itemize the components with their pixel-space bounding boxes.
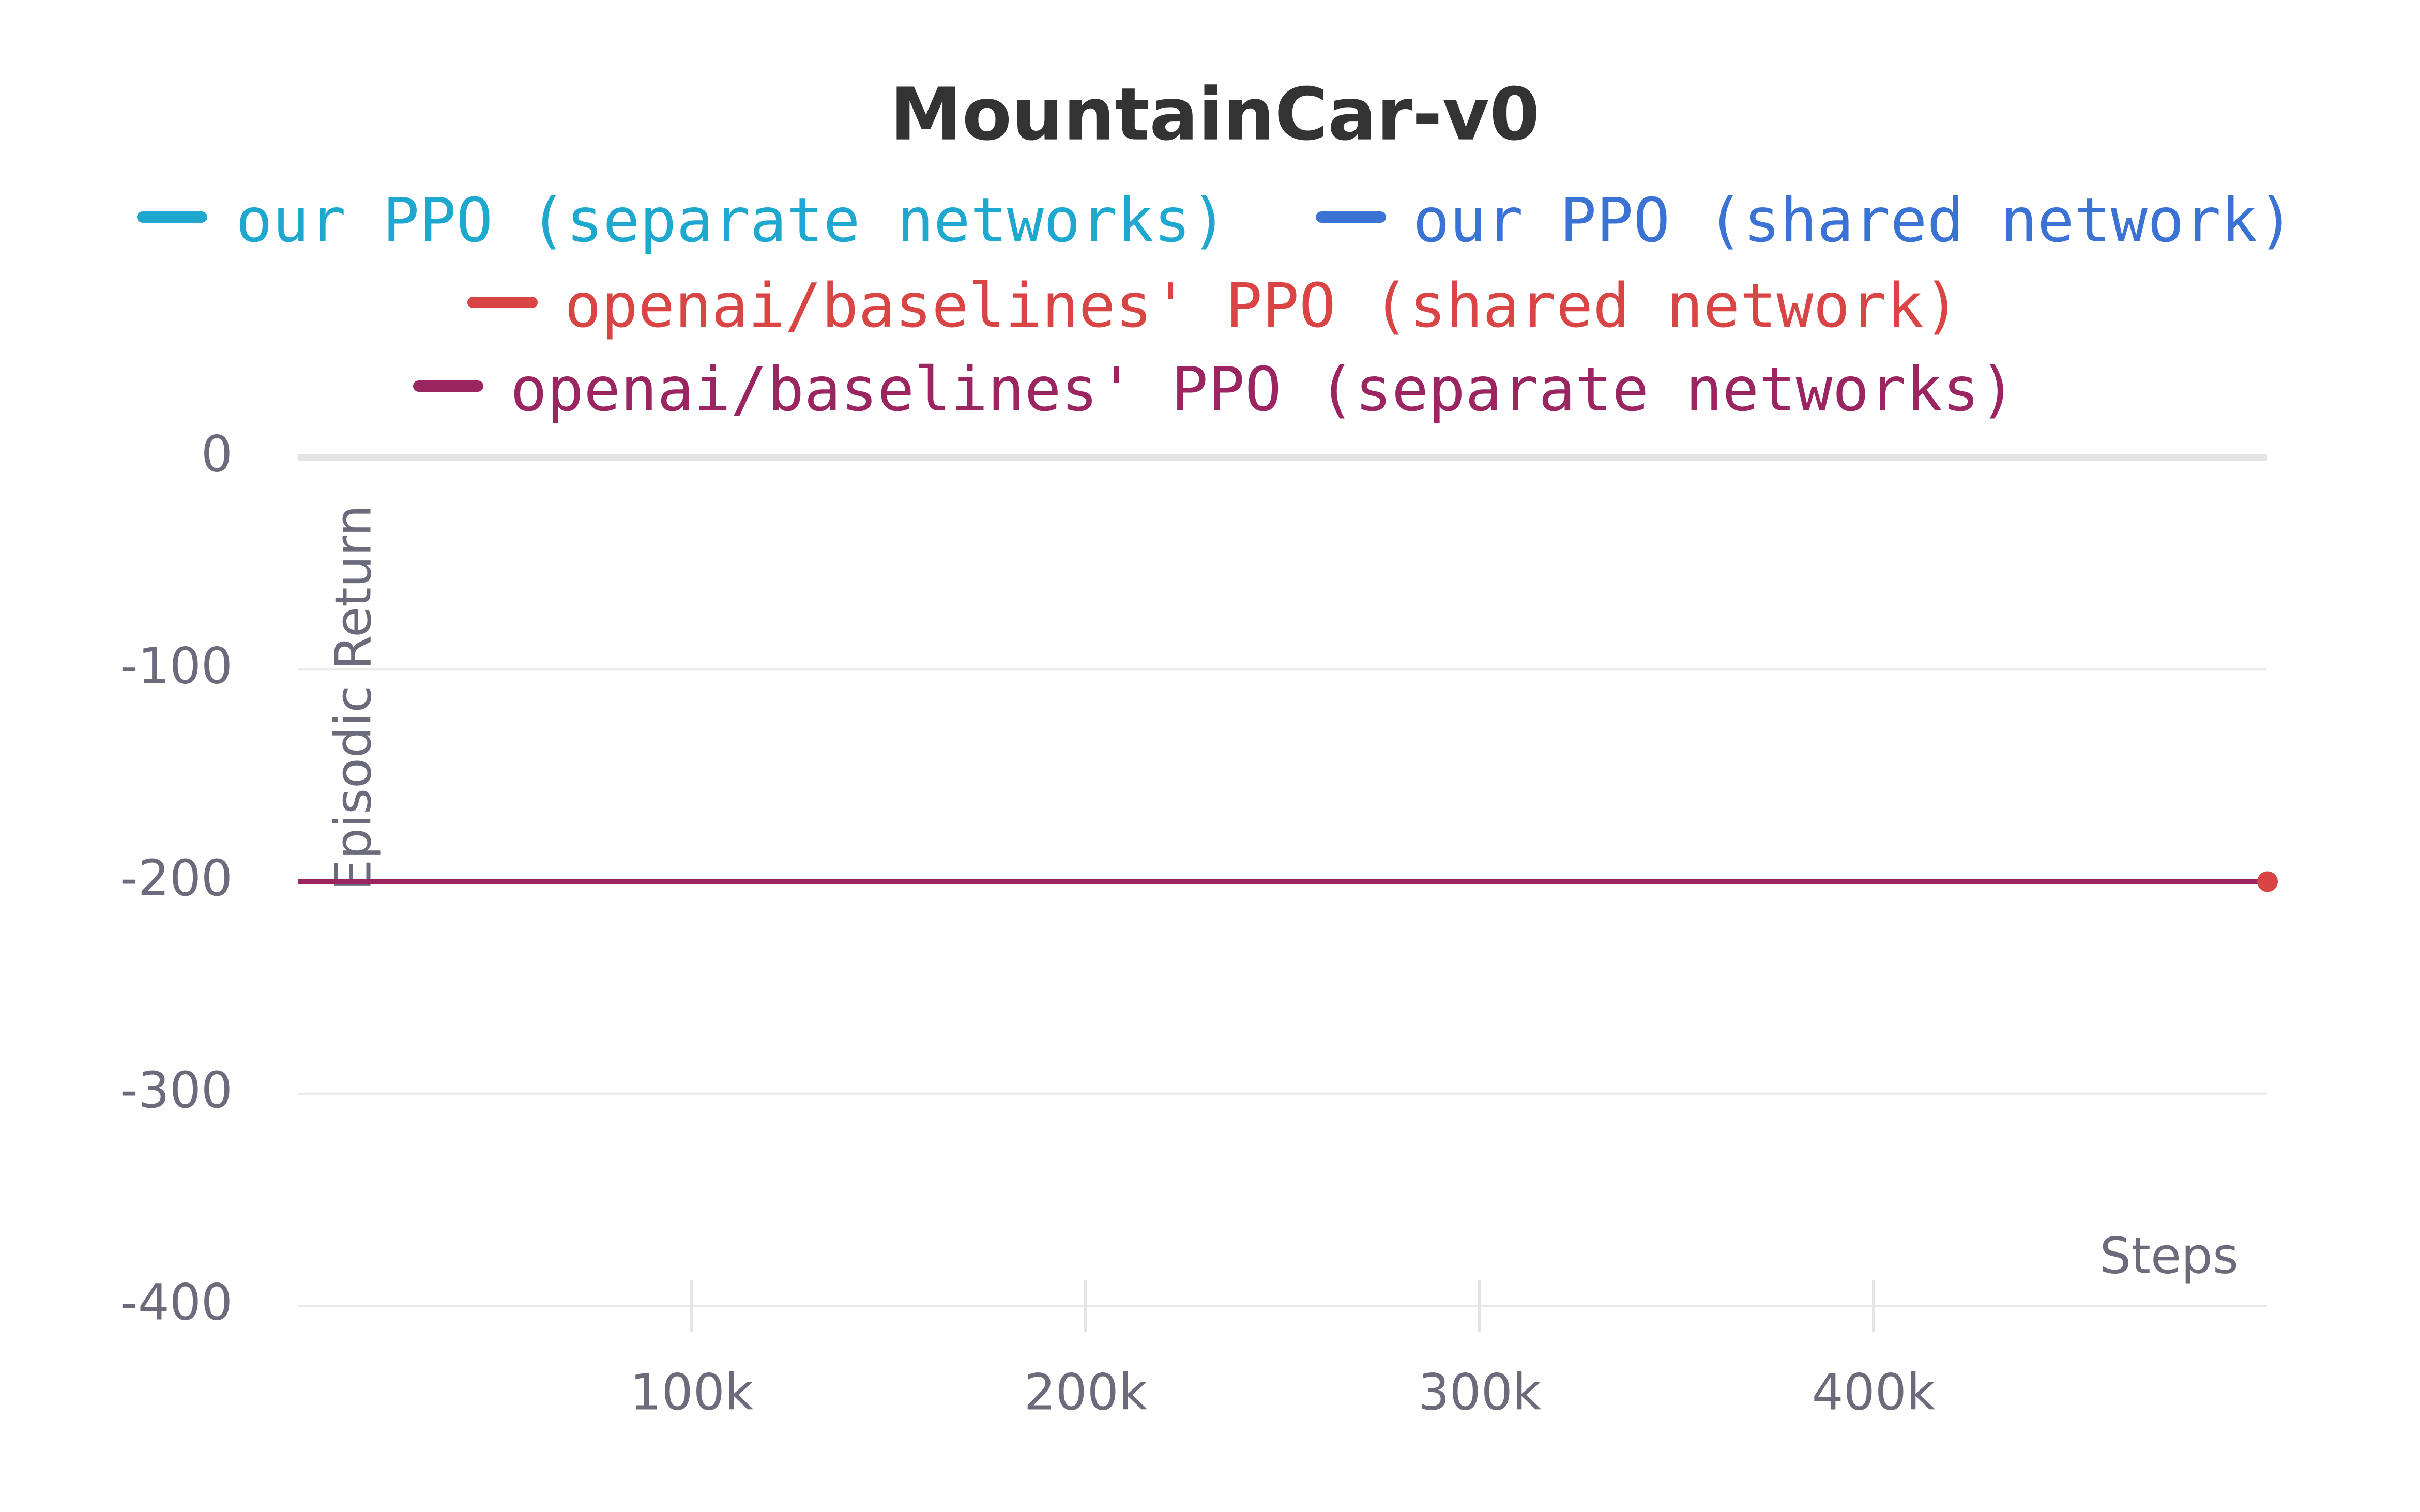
x-tick-label: 300k [1418,1363,1542,1421]
y-tick-label: -400 [120,1273,233,1331]
y-tick-label: -100 [120,637,233,695]
y-axis-label: Episodic Return [324,505,382,891]
legend-label: openai/baselines' PPO (separate networks… [510,354,2016,425]
x-axis-label: Steps [2099,1227,2239,1285]
y-tick-label: -300 [120,1061,233,1119]
y-tick-label: 0 [201,425,233,483]
legend-label: our PPO (shared network) [1413,185,2294,256]
legend-label: our PPO (separate networks) [236,185,1227,256]
x-tick-label: 400k [1812,1363,1936,1421]
legend-label: openai/baselines' PPO (shared network) [565,270,1960,341]
x-tick-label: 100k [630,1363,754,1421]
y-tick-label: -200 [120,849,233,907]
x-tick-label: 200k [1024,1363,1148,1421]
chart-title: MountainCar-v0 [890,73,1540,157]
end-marker [2257,871,2278,892]
